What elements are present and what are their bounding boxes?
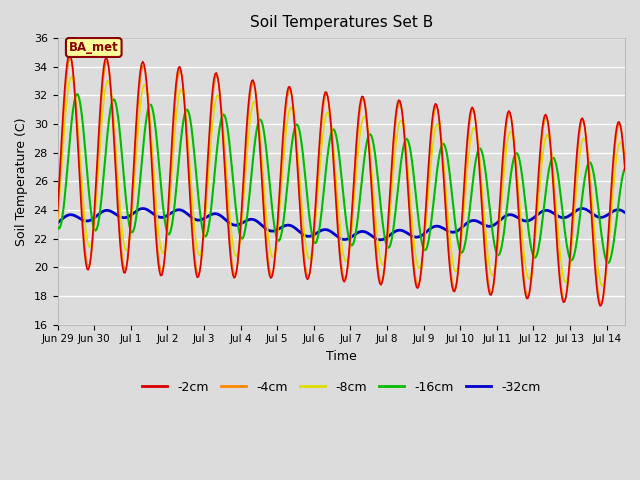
- -16cm: [294, 123, 302, 129]
- -32cm: [372, 236, 380, 241]
- -16cm: [232, 200, 239, 205]
- -32cm: [473, 218, 481, 224]
- -16cm: [570, 252, 578, 258]
- -32cm: [377, 237, 385, 243]
- -2cm: [570, 191, 578, 196]
- -8cm: [232, 252, 239, 258]
- -32cm: [401, 228, 408, 234]
- -16cm: [74, 91, 81, 97]
- Text: BA_met: BA_met: [69, 41, 118, 54]
- -32cm: [621, 210, 629, 216]
- -16cm: [54, 224, 61, 230]
- Line: -8cm: -8cm: [58, 77, 625, 286]
- Legend: -2cm, -4cm, -8cm, -16cm, -32cm: -2cm, -4cm, -8cm, -16cm, -32cm: [137, 375, 545, 398]
- -4cm: [472, 118, 479, 123]
- -16cm: [621, 165, 629, 170]
- -4cm: [621, 161, 629, 167]
- -16cm: [605, 260, 612, 266]
- -4cm: [232, 272, 239, 278]
- -8cm: [598, 283, 606, 289]
- Line: -2cm: -2cm: [58, 54, 625, 306]
- -8cm: [68, 74, 76, 80]
- Title: Soil Temperatures Set B: Soil Temperatures Set B: [250, 15, 433, 30]
- -2cm: [65, 51, 73, 57]
- -32cm: [54, 220, 61, 226]
- -8cm: [54, 217, 61, 223]
- -8cm: [621, 160, 629, 166]
- -32cm: [572, 208, 579, 214]
- -8cm: [372, 222, 380, 228]
- -4cm: [294, 165, 302, 171]
- Y-axis label: Soil Temperature (C): Soil Temperature (C): [15, 117, 28, 246]
- -4cm: [54, 216, 61, 221]
- -32cm: [232, 222, 239, 228]
- -2cm: [372, 254, 380, 260]
- -4cm: [399, 118, 407, 124]
- -2cm: [596, 303, 604, 309]
- -4cm: [372, 246, 380, 252]
- -2cm: [472, 120, 479, 126]
- -4cm: [570, 200, 578, 206]
- -2cm: [621, 168, 629, 174]
- -2cm: [54, 208, 61, 214]
- Line: -16cm: -16cm: [58, 94, 625, 263]
- -32cm: [294, 228, 302, 233]
- -8cm: [294, 154, 302, 159]
- Line: -4cm: -4cm: [58, 58, 625, 304]
- X-axis label: Time: Time: [326, 350, 356, 363]
- -4cm: [598, 301, 605, 307]
- -16cm: [372, 160, 380, 166]
- -32cm: [139, 206, 147, 212]
- -8cm: [399, 125, 407, 131]
- -16cm: [399, 144, 407, 149]
- -2cm: [294, 174, 302, 180]
- -8cm: [570, 216, 578, 222]
- -8cm: [472, 128, 479, 133]
- Line: -32cm: -32cm: [58, 209, 625, 240]
- -2cm: [232, 274, 239, 280]
- -4cm: [67, 55, 74, 60]
- -2cm: [399, 122, 407, 128]
- -16cm: [472, 158, 479, 164]
